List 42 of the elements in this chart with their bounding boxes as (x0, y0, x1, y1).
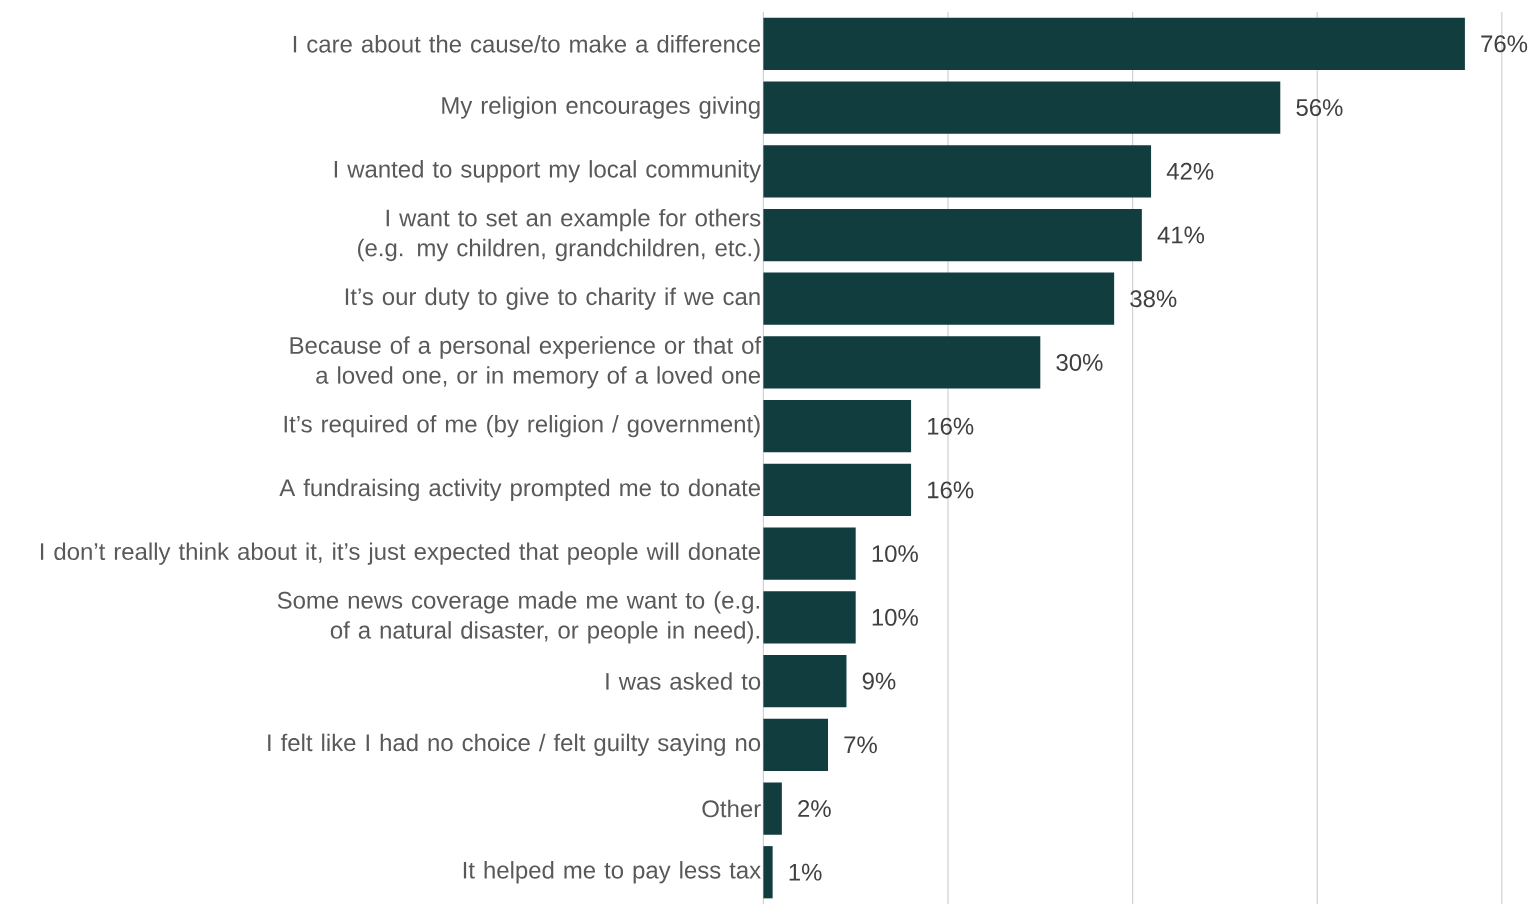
bar (763, 845, 773, 899)
data-label: 76% (1481, 35, 1528, 53)
y-tick-label: I felt like I had no choice / felt guilty saying no (268, 733, 761, 756)
bar (763, 145, 1152, 198)
data-label: 10% (872, 608, 918, 626)
data-label: 9% (862, 672, 896, 690)
bar (763, 654, 847, 708)
bar (763, 399, 912, 453)
bar (763, 81, 1281, 134)
bar (763, 17, 1465, 70)
y-tick-label: A fundraising activity prompted me to donate (279, 478, 761, 501)
y-tick-label: It helped me to pay less tax (463, 860, 761, 884)
data-label: 56% (1296, 98, 1343, 116)
data-label: 38% (1130, 290, 1177, 308)
y-tick-label: It’s our duty to give to charity if we can (345, 287, 760, 310)
bar (763, 591, 856, 644)
y-tick-label: It’s required of me (by religion / government) (284, 414, 760, 438)
data-label: 42% (1166, 162, 1214, 180)
data-label: 30% (1056, 353, 1103, 371)
bar (763, 463, 912, 516)
bar (763, 208, 1142, 261)
y-tick-label: My religion encourages giving (442, 96, 760, 119)
bar (763, 272, 1115, 325)
data-label: 16% (928, 417, 974, 435)
bar (763, 718, 828, 771)
data-label: 1% (789, 863, 822, 881)
bar (763, 527, 856, 580)
y-tick-label: I wanted to support my local community (334, 159, 762, 183)
bar (763, 782, 782, 835)
bar (763, 336, 1041, 389)
data-label: 10% (872, 545, 918, 562)
y-tick-label: Some news coverage made me want to (e.g. of a natural disaster, or people in need). (277, 591, 759, 644)
y-tick-label: I care about the cause/to make a difference (293, 34, 761, 53)
data-label: 7% (844, 736, 877, 754)
data-label: 2% (798, 799, 831, 817)
y-tick-label: Other (702, 799, 761, 818)
data-label: 16% (928, 481, 974, 499)
y-tick-label: I don’t really think about it, it’s just expected that people will donate (40, 542, 760, 565)
y-tick-label: Because of a personal experience or that of a loved one, or in memory of a loved one (290, 336, 762, 389)
data-label: 41% (1157, 226, 1205, 244)
y-tick-label: I was asked to (606, 672, 761, 690)
y-tick-label: I want to set an example for others (e.g. my children, grandchildren, etc.) (358, 208, 761, 262)
